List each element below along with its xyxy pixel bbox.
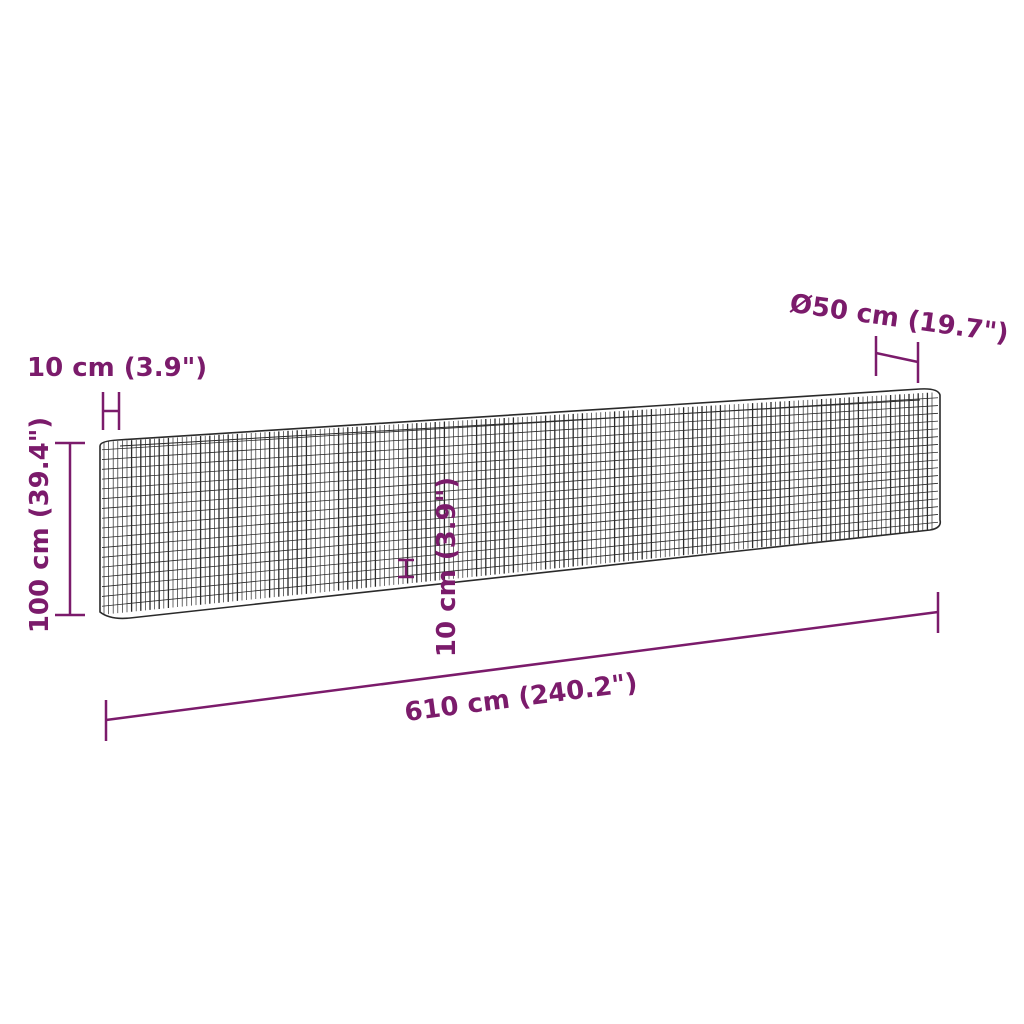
gabion-planter-wire-mesh — [99, 388, 942, 620]
diameter-marker — [874, 336, 920, 383]
height-marker — [55, 441, 85, 617]
diameter-label: Ø50 cm (19.7") — [788, 289, 1010, 349]
mesh-spacing-marker — [398, 558, 414, 579]
wall-thickness-marker — [101, 392, 121, 430]
height-label: 100 cm (39.4") — [25, 417, 55, 633]
wall-thickness-label: 10 cm (3.9") — [27, 353, 207, 383]
dimension-lines — [55, 336, 940, 741]
length-marker — [104, 592, 940, 741]
mesh-spacing-label: 10 cm (3.9") — [432, 477, 462, 657]
